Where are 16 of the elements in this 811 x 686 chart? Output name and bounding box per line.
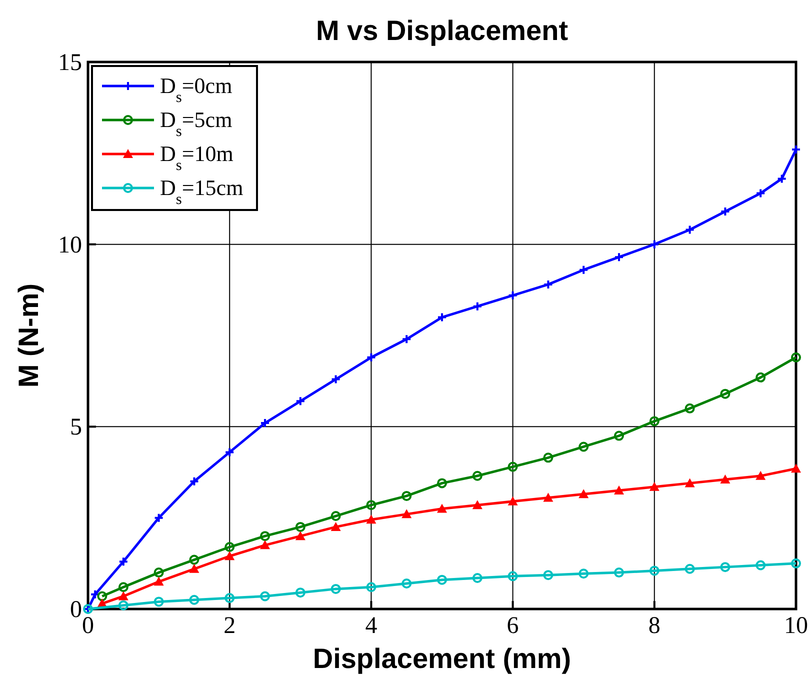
y-axis-title: M (N-m) [13,283,44,388]
y-tick-label: 0 [70,597,82,623]
chart-title: M vs Displacement [316,15,568,46]
legend-label: D$_{s}$=15cm [160,175,244,208]
x-axis-title: Displacement (mm) [312,643,572,674]
legend-label: D$_{s}$=5cm [160,107,232,140]
legend-label: D$_{s}$=0cm [160,73,232,106]
x-tick-label: 10 [784,613,808,639]
x-tick-label: 6 [506,613,519,639]
x-tick-label: 4 [365,613,378,639]
x-tick-label: 2 [224,613,236,639]
x-tick-label: 8 [648,613,660,639]
y-tick-label: 10 [58,232,82,258]
y-tick-label: 15 [58,50,82,76]
y-tick-label: 5 [70,414,82,441]
legend-label: D$_{s}$=10m [160,141,234,174]
